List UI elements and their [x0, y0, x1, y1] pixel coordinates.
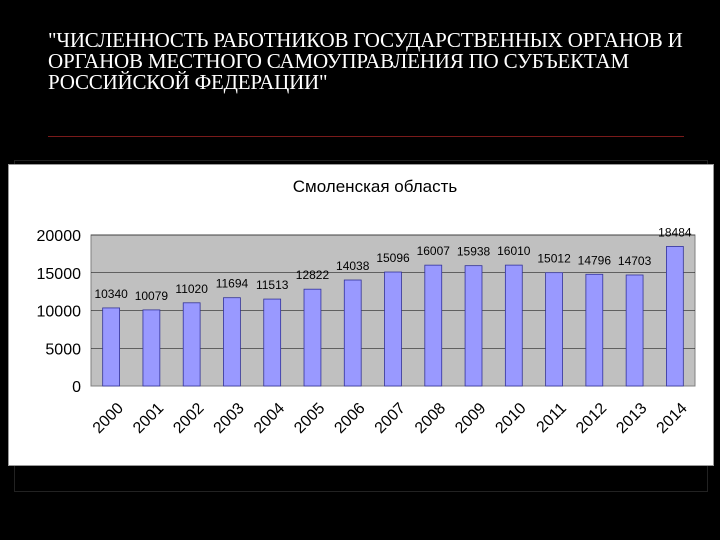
data-label: 16010	[497, 244, 531, 258]
bar-2011	[545, 272, 563, 387]
data-label: 11513	[256, 278, 289, 292]
bar-2009	[464, 265, 483, 387]
data-label: 14796	[578, 253, 612, 267]
x-tick-label: 2009	[452, 400, 489, 437]
x-tick-label: 2000	[90, 400, 127, 437]
x-tick-label: 2011	[534, 400, 570, 436]
x-tick-label: 2014	[654, 400, 691, 437]
bar-chart: Смоленская область 0 5000 10000 15000 20000 …	[37, 177, 696, 437]
x-tick-label: 2012	[573, 400, 610, 437]
bar-2004	[263, 298, 282, 387]
data-label: 12822	[296, 268, 330, 282]
y-tick-label: 15000	[37, 266, 82, 283]
y-axis-labels: 0 5000 10000 15000 20000	[37, 228, 82, 396]
slide-title: "ЧИСЛЕННОСТЬ РАБОТНИКОВ ГОСУДАРСТВЕННЫХ …	[48, 28, 683, 94]
data-label: 14703	[618, 254, 652, 268]
bar-2002	[182, 302, 201, 387]
chart-panel: Смоленская область 0 5000 10000 15000 20000 …	[8, 164, 714, 466]
title-divider	[48, 136, 684, 137]
data-label: 14038	[336, 259, 370, 273]
x-tick-label: 2006	[331, 400, 368, 437]
data-label: 10340	[94, 287, 128, 301]
bar-2005	[303, 288, 322, 387]
x-tick-label: 2007	[372, 400, 409, 437]
y-tick-label: 5000	[45, 341, 81, 358]
bar-2003	[223, 297, 241, 387]
data-label: 11694	[216, 277, 249, 291]
bar-2007	[384, 271, 402, 387]
x-tick-label: 2008	[412, 400, 449, 437]
x-tick-label: 2013	[613, 400, 650, 437]
bar-2013	[625, 274, 644, 387]
data-label: 18484	[658, 225, 692, 239]
x-tick-label: 2001	[130, 400, 167, 437]
data-label: 10079	[135, 289, 169, 303]
data-label: 15012	[537, 252, 571, 266]
x-tick-label: 2002	[170, 400, 207, 437]
bar-2001	[142, 309, 161, 387]
x-tick-label: 2010	[492, 400, 529, 437]
bar-2010	[504, 264, 523, 387]
y-tick-label: 0	[72, 379, 81, 396]
bar-2000	[102, 307, 120, 387]
x-tick-label: 2003	[211, 400, 248, 437]
y-tick-label: 10000	[37, 304, 82, 321]
data-labels: 10340 10079 11020 11694 11513 12822 14038 15096…	[94, 225, 691, 302]
chart-title: Смоленская область	[293, 177, 458, 196]
data-label: 15938	[457, 245, 491, 259]
x-tick-label: 2005	[291, 400, 328, 437]
data-label: 11020	[175, 282, 208, 296]
bar-2008	[424, 264, 443, 387]
bars	[102, 246, 684, 387]
bar-2006	[343, 279, 362, 387]
bar-2014	[666, 246, 684, 387]
x-tick-label: 2004	[251, 400, 288, 437]
data-label: 16007	[417, 244, 451, 258]
y-tick-label: 20000	[37, 228, 82, 245]
data-label: 15096	[376, 251, 410, 265]
x-axis-labels: 2000 2001 2002 2003 2004 2005 2006 2007 2008 2009…	[90, 400, 691, 437]
bar-2012	[585, 273, 604, 387]
